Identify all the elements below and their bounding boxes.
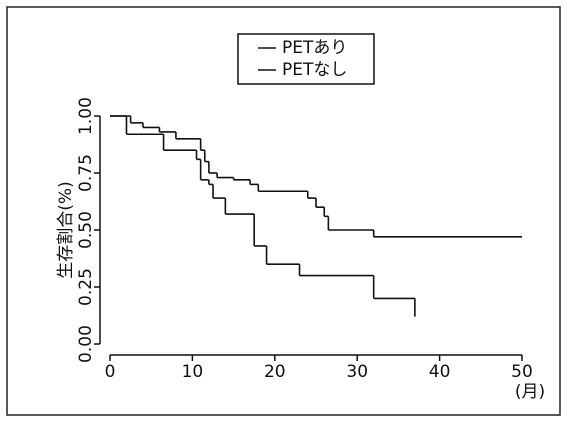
x-tick-label: 30 bbox=[346, 362, 368, 382]
x-tick-label: 50 bbox=[511, 362, 533, 382]
x-axis-label: (月) bbox=[515, 382, 545, 402]
legend-label: PETあり bbox=[282, 38, 347, 58]
y-axis-label: 生存割合(%) bbox=[56, 181, 76, 278]
y-tick-label: 0.25 bbox=[76, 268, 96, 306]
y-tick-label: 0.00 bbox=[76, 325, 96, 363]
x-tick-label: 0 bbox=[105, 362, 116, 382]
x-tick-label: 10 bbox=[182, 362, 204, 382]
x-tick-label: 40 bbox=[429, 362, 451, 382]
y-tick-label: 0.75 bbox=[76, 154, 96, 192]
legend-box bbox=[237, 33, 375, 85]
x-tick-label: 20 bbox=[264, 362, 286, 382]
y-tick-label: 0.50 bbox=[76, 211, 96, 249]
legend-label: PETなし bbox=[282, 60, 347, 80]
y-tick-label: 1.00 bbox=[76, 97, 96, 135]
frame bbox=[6, 6, 561, 416]
